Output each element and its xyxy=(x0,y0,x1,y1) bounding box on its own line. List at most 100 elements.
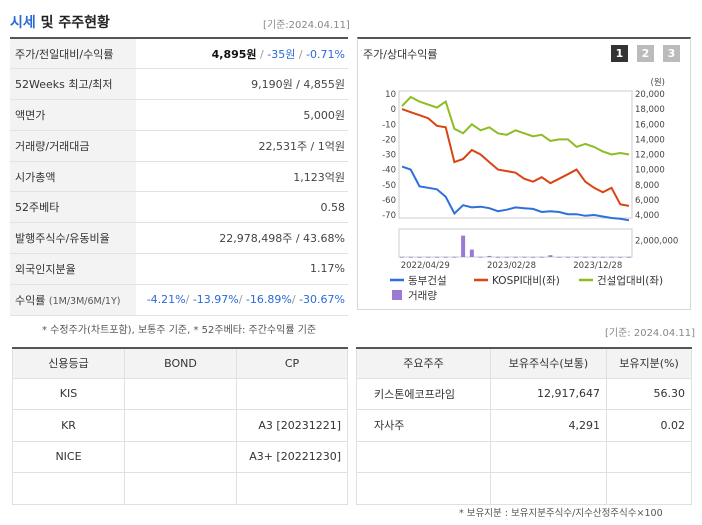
chart-page-3-button[interactable]: 3 xyxy=(663,45,680,62)
y-right-tick-label: 20,000 xyxy=(635,90,665,100)
plot-frame xyxy=(398,90,633,219)
holders-table: 주요주주 보유주식수(보통) 보유지분(%) 키스톤에코프라임 12,917,64… xyxy=(356,347,692,505)
volume-bar xyxy=(452,256,457,258)
volume-bar xyxy=(417,256,422,258)
y-left-tick-label: -20 xyxy=(382,135,396,145)
chart-title: 주가/상대수익률 xyxy=(363,48,438,61)
volume-bar xyxy=(469,249,474,257)
y-right-tick-label: 8,000 xyxy=(635,181,659,191)
series-line xyxy=(401,95,630,156)
credit-agency xyxy=(12,472,125,505)
holder-shares xyxy=(490,472,607,505)
y-right-tick-label: 10,000 xyxy=(635,166,665,176)
quote-label: 발행주식수/유동비율 xyxy=(10,222,136,255)
holder-shares: 12,917,647 xyxy=(490,377,607,411)
change-value: -35원 xyxy=(267,47,296,61)
quote-value: 1,123억원 xyxy=(136,161,348,193)
quote-label: 외국인지분율 xyxy=(10,253,136,285)
volume-bar xyxy=(600,256,605,258)
volume-bar xyxy=(530,256,535,258)
y-left-tick-label: 0 xyxy=(391,105,396,115)
returns-sub-label: (1M/3M/6M/1Y) xyxy=(48,295,121,307)
basis-date: [기준:2024.04.11] xyxy=(263,20,350,31)
credit-row xyxy=(12,472,348,505)
volume-bar xyxy=(478,256,483,258)
credit-header: CP xyxy=(236,347,348,379)
volume-bar xyxy=(583,256,588,258)
quote-row: 외국인지분율 1.17% xyxy=(10,253,348,285)
y-right-tick-label: 12,000 xyxy=(635,151,665,161)
holder-pct xyxy=(606,472,692,505)
return-1y: -30.67% xyxy=(299,293,345,307)
holder-shares xyxy=(490,440,607,474)
y-left-tick-label: -70 xyxy=(382,211,396,221)
quote-value: 9,190원 / 4,855원 xyxy=(136,68,348,101)
y-right-tick-label: 6,000 xyxy=(635,196,659,206)
credit-header: 신용등급 xyxy=(12,347,125,379)
credit-row: KIS xyxy=(12,377,348,411)
quote-row: 수익률 (1M/3M/6M/1Y) -4.21%/ -13.97%/ -16.8… xyxy=(10,284,348,316)
volume-bar xyxy=(443,256,448,258)
chart-svg: 10 0 -10 -20 -30 -40 -50 -60 -70 (원) 20,000 18,000 1… xyxy=(382,78,678,302)
volume-bar xyxy=(565,256,570,258)
legend-label: 거래량 xyxy=(408,290,437,302)
holders-header: 주요주주 xyxy=(356,347,491,379)
chart-page-2-button[interactable]: 2 xyxy=(637,45,654,62)
chart-page-1-button[interactable]: 1 xyxy=(611,45,628,62)
y-left-tick-label: -10 xyxy=(382,120,396,130)
y-right-unit: (원) xyxy=(651,78,665,88)
holder-name: 키스톤에코프라임 xyxy=(356,377,491,411)
series-line xyxy=(401,165,630,222)
credit-header: BOND xyxy=(124,347,237,379)
quote-row: 52Weeks 최고/최저 9,190원 / 4,855원 xyxy=(10,68,348,101)
holder-pct: 0.02 xyxy=(606,409,692,442)
holder-row xyxy=(356,472,692,505)
volume-bar xyxy=(618,256,623,258)
series-line xyxy=(401,108,630,207)
y-right-tick-label: 18,000 xyxy=(635,105,665,115)
holders-basis: [기준: 2024.04.11] xyxy=(605,328,696,339)
x-tick-label: 2022/04/29 xyxy=(401,261,450,271)
y-left-tick-label: -30 xyxy=(382,151,396,161)
holders-note: * 보유지분 : 보유지분주식수/지수산정주식수×100 xyxy=(459,508,663,519)
y-right-tick-label: 16,000 xyxy=(635,120,665,130)
holder-name: 자사주 xyxy=(356,409,491,442)
credit-cp xyxy=(236,377,348,411)
credit-table: 신용등급 BOND CP KIS KR A3 [20231221] NICE A3+… xyxy=(12,347,348,505)
volume-bar xyxy=(627,256,631,258)
volume-frame xyxy=(398,228,633,258)
quote-label: 시가총액 xyxy=(10,161,136,193)
quote-value: 1.17% xyxy=(136,253,348,285)
quote-value: 22,531주 / 1억원 xyxy=(136,130,348,162)
volume-tick-label: 2,000,000 xyxy=(635,237,678,247)
credit-bond xyxy=(124,377,237,411)
volume-bar xyxy=(609,256,614,258)
volume-bar xyxy=(592,256,597,258)
x-tick-label: 2023/12/28 xyxy=(573,261,622,271)
y-left-tick-label: -40 xyxy=(382,166,396,176)
quote-label: 거래량/거래대금 xyxy=(10,130,136,162)
quote-row: 시가총액 1,123억원 xyxy=(10,161,348,193)
quote-label: 52Weeks 최고/최저 xyxy=(10,68,136,101)
credit-bond xyxy=(124,440,237,474)
title-accent: 시세 xyxy=(10,15,36,31)
quote-row: 액면가 5,000원 xyxy=(10,99,348,131)
legend-label: KOSPI대비(좌) xyxy=(492,275,560,287)
quote-table: 주가/전일대비/수익률 4,895원 / -35원 / -0.71% 52Wee… xyxy=(10,37,348,316)
quote-label: 수익률 (1M/3M/6M/1Y) xyxy=(10,284,136,316)
holder-row: 키스톤에코프라임 12,917,647 56.30 xyxy=(356,377,692,411)
quote-label: 주가/전일대비/수익률 xyxy=(10,38,136,70)
volume-bar xyxy=(461,235,466,257)
volume-bar xyxy=(496,256,501,258)
quote-label: 52주베타 xyxy=(10,191,136,224)
holder-row xyxy=(356,440,692,474)
volume-bar xyxy=(408,256,413,258)
volume-bar xyxy=(539,256,544,258)
legend-swatch xyxy=(392,290,402,300)
holder-pct xyxy=(606,440,692,474)
credit-row: NICE A3+ [20221230] xyxy=(12,440,348,474)
quote-row: 52주베타 0.58 xyxy=(10,191,348,224)
credit-cp: A3+ [20221230] xyxy=(236,440,348,474)
quote-value: 22,978,498주 / 43.68% xyxy=(136,222,348,255)
quote-label: 액면가 xyxy=(10,99,136,131)
